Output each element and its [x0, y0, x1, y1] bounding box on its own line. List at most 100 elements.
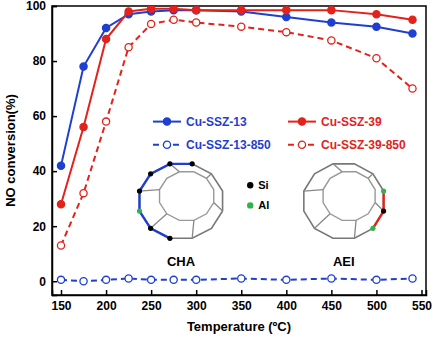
legend-item: Cu-SSZ-39: [288, 115, 382, 129]
data-point: [238, 275, 245, 282]
chart: 150200250300350400450500550020406080100C…: [0, 0, 436, 339]
data-point: [57, 162, 64, 169]
atom: [190, 161, 195, 166]
cage-edge: [333, 164, 342, 172]
legend-label: Cu-SSZ-39: [321, 115, 382, 129]
data-point: [125, 275, 132, 282]
series-line: [61, 278, 412, 281]
x-tick-mark: [61, 290, 63, 295]
atom: [148, 226, 153, 231]
data-point: [80, 124, 87, 131]
data-point: [193, 7, 200, 14]
framework-cage: [137, 161, 223, 241]
x-tick: 350: [232, 290, 252, 313]
cage-edge: [315, 214, 331, 229]
y-tick-mark: [52, 171, 57, 173]
data-point: [238, 23, 245, 30]
data-point: [193, 7, 200, 14]
y-tick-label: 40: [33, 164, 47, 178]
data-point: [373, 55, 380, 62]
data-layer: [57, 6, 416, 285]
cage-edge: [160, 172, 214, 221]
data-point: [102, 24, 109, 31]
annotation: Al: [258, 199, 269, 211]
x-tick-label: 300: [187, 299, 207, 313]
x-tick-label: 150: [51, 299, 71, 313]
atom: [381, 188, 386, 193]
data-point: [328, 275, 335, 282]
y-tick-label: 60: [33, 109, 47, 123]
data-point: [409, 275, 416, 282]
legend-item: Cu-SSZ-39-850: [288, 138, 406, 152]
cage-edge: [139, 164, 222, 238]
data-point: [373, 11, 380, 18]
data-point: [148, 20, 155, 27]
legend-marker: [298, 118, 305, 125]
x-tick-label: 200: [97, 299, 117, 313]
data-point: [328, 19, 335, 26]
atom: [381, 208, 386, 213]
data-point: [373, 276, 380, 283]
data-point: [80, 63, 87, 70]
key-dot: [247, 182, 253, 188]
data-point: [283, 29, 290, 36]
cage-edge: [368, 174, 373, 178]
legend-label: Cu-SSZ-13: [186, 115, 247, 129]
plot: 150200250300350400450500550020406080100C…: [26, 0, 432, 313]
data-point: [102, 276, 109, 283]
x-tick-label: 550: [412, 299, 432, 313]
data-point: [170, 6, 177, 12]
data-point: [328, 37, 335, 44]
data-point: [409, 16, 416, 23]
y-tick-label: 20: [33, 220, 47, 234]
y-tick: 20: [33, 220, 57, 234]
cage-edge: [139, 190, 159, 192]
data-point: [80, 278, 87, 285]
x-tick-mark: [421, 290, 423, 295]
data-point: [283, 13, 290, 20]
cage-edge: [206, 174, 211, 178]
highlight-ring: [139, 164, 192, 238]
data-point: [80, 190, 87, 197]
data-point: [283, 7, 290, 14]
x-tick: 200: [97, 290, 117, 313]
x-axis-title: Temperature (ºC): [187, 319, 291, 334]
x-tick: 450: [322, 290, 342, 313]
x-axis: 150200250300350400450500550: [51, 290, 432, 313]
cage-edge: [304, 164, 384, 238]
x-tick-label: 400: [277, 299, 297, 313]
x-tick: 300: [187, 290, 207, 313]
data-point: [125, 44, 132, 51]
data-point: [170, 276, 177, 283]
y-axis-line: [53, 7, 58, 296]
data-point: [57, 242, 64, 249]
legend-marker: [163, 118, 170, 125]
x-tick-label: 450: [322, 299, 342, 313]
y-tick-mark: [52, 6, 57, 8]
x-tick-mark: [196, 290, 198, 295]
data-point: [238, 7, 245, 14]
y-tick-mark: [52, 226, 57, 228]
y-tick-mark: [52, 281, 57, 283]
x-tick: 550: [412, 290, 432, 313]
x-tick-mark: [241, 290, 243, 295]
legend: Cu-SSZ-13 Cu-SSZ-39 Cu-SSZ-13-850 Cu-SSZ-39…: [153, 115, 406, 152]
y-tick-mark: [52, 116, 57, 118]
data-point: [328, 7, 335, 14]
cage-edge: [323, 172, 375, 221]
x-tick: 150: [51, 290, 71, 313]
annotation: AEI: [333, 254, 355, 269]
x-tick-label: 500: [367, 299, 387, 313]
legend-marker: [163, 141, 170, 148]
y-tick: 80: [33, 54, 57, 68]
y-axis-title: NO conversion(%): [3, 94, 18, 207]
cage-edge: [151, 214, 167, 229]
cage-edge: [192, 220, 194, 238]
atom: [167, 236, 172, 241]
y-tick: 100: [26, 0, 57, 13]
legend-item: Cu-SSZ-13-850: [153, 138, 271, 152]
x-tick-mark: [376, 290, 378, 295]
data-point: [373, 23, 380, 30]
legend-marker: [298, 141, 305, 148]
atom: [137, 208, 142, 213]
